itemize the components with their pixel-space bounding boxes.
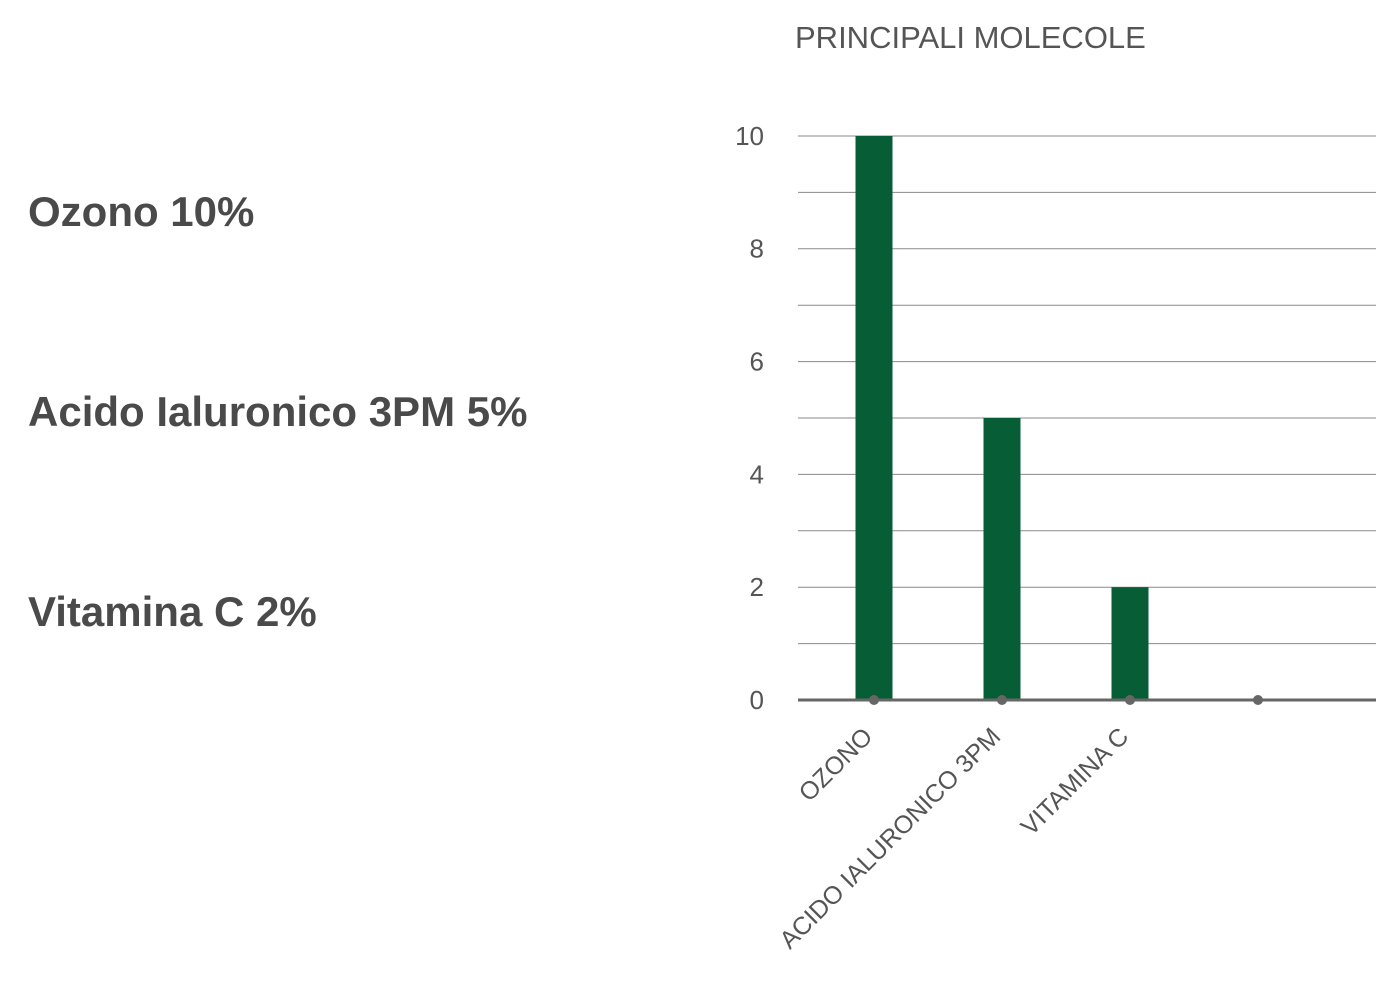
chart-gridlines — [798, 135, 1376, 645]
x-category-label: ACIDO IALURONICO 3PM — [774, 722, 1006, 954]
ingredient-vitamin-c: Vitamina C 2% — [28, 588, 317, 635]
y-tick-label: 4 — [750, 459, 764, 489]
y-axis-ticks: 0 2 4 6 8 10 — [735, 121, 764, 715]
y-tick-label: 0 — [750, 685, 764, 715]
x-axis — [798, 695, 1376, 705]
chart-title: PRINCIPALI MOLECOLE — [795, 20, 1146, 55]
x-tick-dot — [997, 695, 1007, 705]
bar-3 — [1111, 587, 1149, 700]
x-tick-dot — [1253, 695, 1263, 705]
y-tick-label: 10 — [735, 121, 764, 151]
bar-1 — [855, 136, 893, 700]
bar-2 — [983, 418, 1021, 700]
y-tick-label: 2 — [750, 572, 764, 602]
ingredient-ozone: Ozono 10% — [28, 188, 255, 235]
y-tick-label: 6 — [750, 346, 764, 376]
chart-bars — [855, 136, 1149, 700]
x-category-label: VITAMINA C — [1016, 722, 1135, 841]
x-tick-dot — [869, 695, 879, 705]
x-tick-dot — [1125, 695, 1135, 705]
x-category-label: OZONO — [794, 722, 879, 807]
y-tick-label: 8 — [750, 234, 764, 264]
ingredient-hyaluronic-acid: Acido Ialuronico 3PM 5% — [28, 388, 528, 435]
